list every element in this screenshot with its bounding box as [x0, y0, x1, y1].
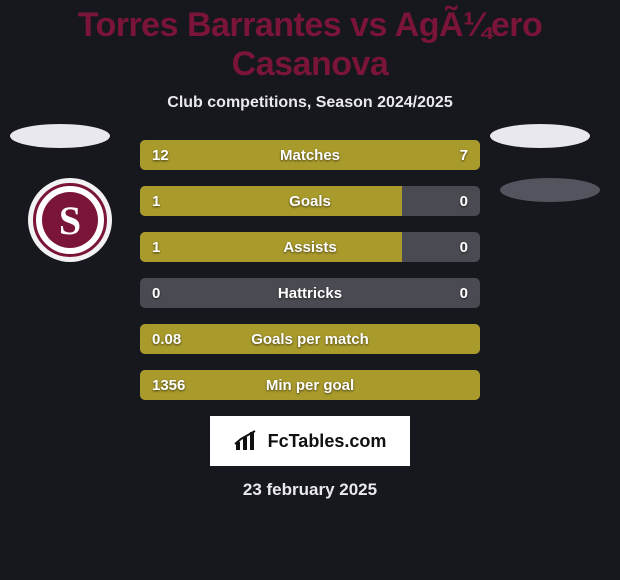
- club-badge-letter: S: [59, 197, 81, 244]
- stat-row: 1356Min per goal: [140, 370, 480, 400]
- stat-value-left: 1356: [152, 377, 185, 394]
- stat-row: 0.08Goals per match: [140, 324, 480, 354]
- stat-row: 0Hattricks0: [140, 278, 480, 308]
- stat-value-right: 0: [460, 285, 468, 302]
- stat-value-left: 12: [152, 147, 169, 164]
- player-left-ellipse: [10, 124, 110, 148]
- stat-label: Goals: [140, 193, 480, 210]
- stat-value-right: 7: [460, 147, 468, 164]
- stat-row: 1Assists0: [140, 232, 480, 262]
- stat-label: Min per goal: [140, 377, 480, 394]
- player-right-ellipse-2: [500, 178, 600, 202]
- stat-label: Assists: [140, 239, 480, 256]
- page-title: Torres Barrantes vs AgÃ¼ero Casanova: [0, 0, 620, 84]
- stat-row: 12Matches7: [140, 140, 480, 170]
- stat-label: Matches: [140, 147, 480, 164]
- comparison-area: S 12Matches71Goals01Assists00Hattricks00…: [0, 140, 620, 500]
- subtitle: Club competitions, Season 2024/2025: [0, 94, 620, 112]
- stat-rows: 12Matches71Goals01Assists00Hattricks00.0…: [140, 140, 480, 400]
- stat-value-right: 0: [460, 193, 468, 210]
- club-badge: S: [28, 178, 112, 262]
- source-logo: FcTables.com: [210, 416, 410, 466]
- player-right-ellipse: [490, 124, 590, 148]
- stat-value-left: 0.08: [152, 331, 181, 348]
- stat-value-left: 0: [152, 285, 160, 302]
- stat-value-left: 1: [152, 239, 160, 256]
- source-logo-text: FcTables.com: [268, 431, 387, 452]
- stat-value-right: 0: [460, 239, 468, 256]
- stat-label: Hattricks: [140, 285, 480, 302]
- chart-icon: [234, 430, 262, 452]
- stat-label: Goals per match: [140, 331, 480, 348]
- stat-value-left: 1: [152, 193, 160, 210]
- date-text: 23 february 2025: [0, 480, 620, 500]
- stat-row: 1Goals0: [140, 186, 480, 216]
